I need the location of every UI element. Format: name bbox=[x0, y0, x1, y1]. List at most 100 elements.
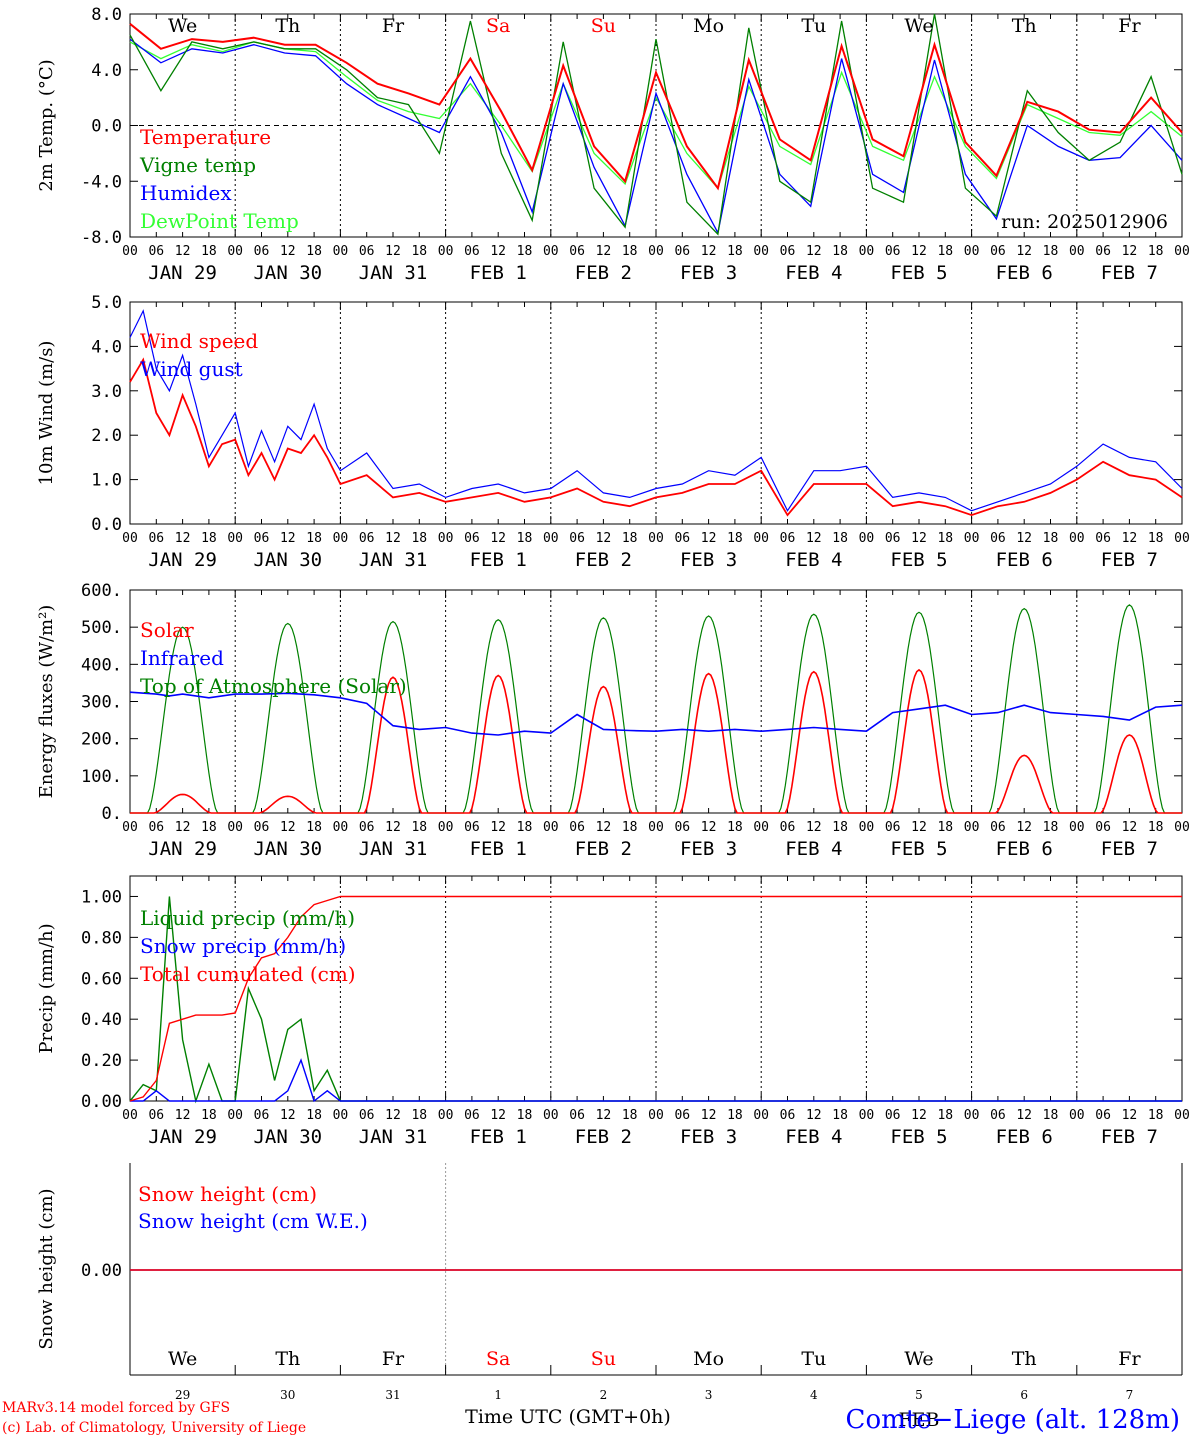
y-axis-label: 2m Temp. (°C) bbox=[36, 59, 57, 191]
hour-tick-label: 06 bbox=[885, 244, 901, 259]
hour-tick-label: 06 bbox=[569, 820, 585, 835]
legend-entry: Infrared bbox=[140, 646, 224, 670]
day-label: Sa bbox=[486, 15, 510, 37]
hour-tick-label: 00 bbox=[543, 244, 559, 259]
date-label: FEB 6 bbox=[996, 1126, 1053, 1148]
x-axis-label: Time UTC (GMT+0h) bbox=[465, 1406, 671, 1428]
series-line-2 bbox=[129, 38, 1183, 235]
day-label: Sa bbox=[486, 1348, 510, 1370]
date-label: JAN 31 bbox=[359, 1126, 428, 1148]
hour-tick-label: 18 bbox=[622, 820, 638, 835]
series-line-1 bbox=[129, 309, 1183, 512]
hour-tick-label: 12 bbox=[911, 244, 927, 259]
hour-tick-label: 00 bbox=[859, 531, 875, 546]
day-number-label: 4 bbox=[810, 1388, 818, 1402]
hour-tick-label: 06 bbox=[674, 244, 690, 259]
hour-tick-label: 18 bbox=[727, 531, 743, 546]
hour-tick-label: 18 bbox=[1043, 244, 1059, 259]
hour-tick-label: 00 bbox=[543, 531, 559, 546]
day-label: Th bbox=[275, 15, 300, 37]
hour-tick-label: 06 bbox=[1095, 1108, 1111, 1123]
date-label: FEB 1 bbox=[470, 549, 527, 571]
y-tick-label: 0. bbox=[102, 804, 122, 824]
hour-tick-label: 00 bbox=[333, 820, 349, 835]
hour-tick-label: 06 bbox=[569, 531, 585, 546]
hour-tick-label: 06 bbox=[464, 820, 480, 835]
day-label: Fr bbox=[382, 1348, 405, 1370]
hour-tick-label: 06 bbox=[569, 1108, 585, 1123]
date-label: FEB 5 bbox=[890, 262, 947, 284]
y-tick-label: 5.0 bbox=[91, 293, 122, 313]
hour-tick-label: 12 bbox=[280, 244, 296, 259]
day-label: We bbox=[904, 1348, 933, 1370]
hour-tick-label: 06 bbox=[569, 244, 585, 259]
hour-tick-label: 12 bbox=[806, 531, 822, 546]
y-axis-label: 10m Wind (m/s) bbox=[36, 341, 57, 486]
date-label: JAN 29 bbox=[148, 262, 217, 284]
hour-tick-label: 12 bbox=[280, 531, 296, 546]
hour-tick-label: 18 bbox=[411, 244, 427, 259]
legend-entry: Liquid precip (mm/h) bbox=[140, 906, 355, 930]
month-label: FEB bbox=[898, 1409, 939, 1431]
hour-tick-label: 00 bbox=[1069, 820, 1085, 835]
hour-tick-label: 06 bbox=[1095, 820, 1111, 835]
hour-tick-label: 00 bbox=[227, 820, 243, 835]
hour-tick-label: 18 bbox=[517, 1108, 533, 1123]
hour-tick-label: 06 bbox=[148, 1108, 164, 1123]
hour-tick-label: 00 bbox=[438, 1108, 454, 1123]
y-axis-label: Snow height (cm) bbox=[36, 1188, 57, 1349]
hour-tick-label: 00 bbox=[438, 244, 454, 259]
day-number-label: 2 bbox=[600, 1388, 608, 1402]
hour-tick-label: 00 bbox=[227, 531, 243, 546]
hour-tick-label: 06 bbox=[990, 1108, 1006, 1123]
hour-tick-label: 12 bbox=[280, 820, 296, 835]
hour-tick-label: 18 bbox=[411, 820, 427, 835]
y-tick-label: 100. bbox=[81, 767, 122, 787]
date-label: FEB 3 bbox=[680, 262, 737, 284]
hour-tick-label: 12 bbox=[175, 244, 191, 259]
hour-tick-label: 00 bbox=[753, 820, 769, 835]
hour-tick-label: 06 bbox=[885, 1108, 901, 1123]
hour-tick-label: 18 bbox=[306, 820, 322, 835]
date-label: FEB 4 bbox=[785, 838, 842, 860]
day-label: Mo bbox=[693, 15, 724, 37]
hour-tick-label: 06 bbox=[885, 531, 901, 546]
hour-tick-label: 00 bbox=[543, 1108, 559, 1123]
hour-tick-label: 00 bbox=[753, 531, 769, 546]
day-label: Fr bbox=[1118, 1348, 1141, 1370]
hour-tick-label: 12 bbox=[280, 1108, 296, 1123]
date-label: JAN 31 bbox=[359, 262, 428, 284]
date-label: FEB 4 bbox=[785, 262, 842, 284]
hour-tick-label: 06 bbox=[254, 1108, 270, 1123]
day-number-label: 6 bbox=[1020, 1388, 1028, 1402]
hour-tick-label: 12 bbox=[911, 531, 927, 546]
date-label: FEB 2 bbox=[575, 549, 632, 571]
series-line-infrared bbox=[129, 691, 1183, 736]
panel-snow: 0.00 Snow height (cm) Snow height (cm) Snow… bbox=[36, 1163, 1183, 1435]
day-label: Tu bbox=[801, 1348, 826, 1370]
hour-tick-label: 18 bbox=[411, 1108, 427, 1123]
hour-tick-label: 18 bbox=[201, 244, 217, 259]
hour-tick-label: 18 bbox=[306, 244, 322, 259]
day-label: Su bbox=[591, 15, 616, 37]
hour-tick-label: 12 bbox=[1016, 1108, 1032, 1123]
hour-tick-label: 12 bbox=[806, 1108, 822, 1123]
hour-tick-label: 18 bbox=[622, 1108, 638, 1123]
hour-tick-label: 12 bbox=[490, 244, 506, 259]
legend-entry: Temperature bbox=[140, 125, 271, 149]
date-label: FEB 5 bbox=[890, 1126, 947, 1148]
series-line-1 bbox=[129, 13, 1183, 236]
hour-tick-label: 06 bbox=[780, 244, 796, 259]
hour-tick-label: 18 bbox=[832, 244, 848, 259]
hour-tick-label: 00 bbox=[122, 1108, 138, 1123]
hour-tick-label: 00 bbox=[227, 1108, 243, 1123]
panel-wind: 00 06 12 18 00 06 12 18 00 06 12 18 00 06 12 18 00 06 12 18… bbox=[36, 293, 1190, 571]
date-label: FEB 3 bbox=[680, 838, 737, 860]
day-label: We bbox=[168, 15, 197, 37]
hour-tick-label: 12 bbox=[385, 244, 401, 259]
hour-tick-label: 18 bbox=[517, 244, 533, 259]
hour-tick-label: 18 bbox=[832, 820, 848, 835]
hour-tick-label: 12 bbox=[911, 820, 927, 835]
legend-entry: DewPoint Temp bbox=[140, 209, 299, 233]
